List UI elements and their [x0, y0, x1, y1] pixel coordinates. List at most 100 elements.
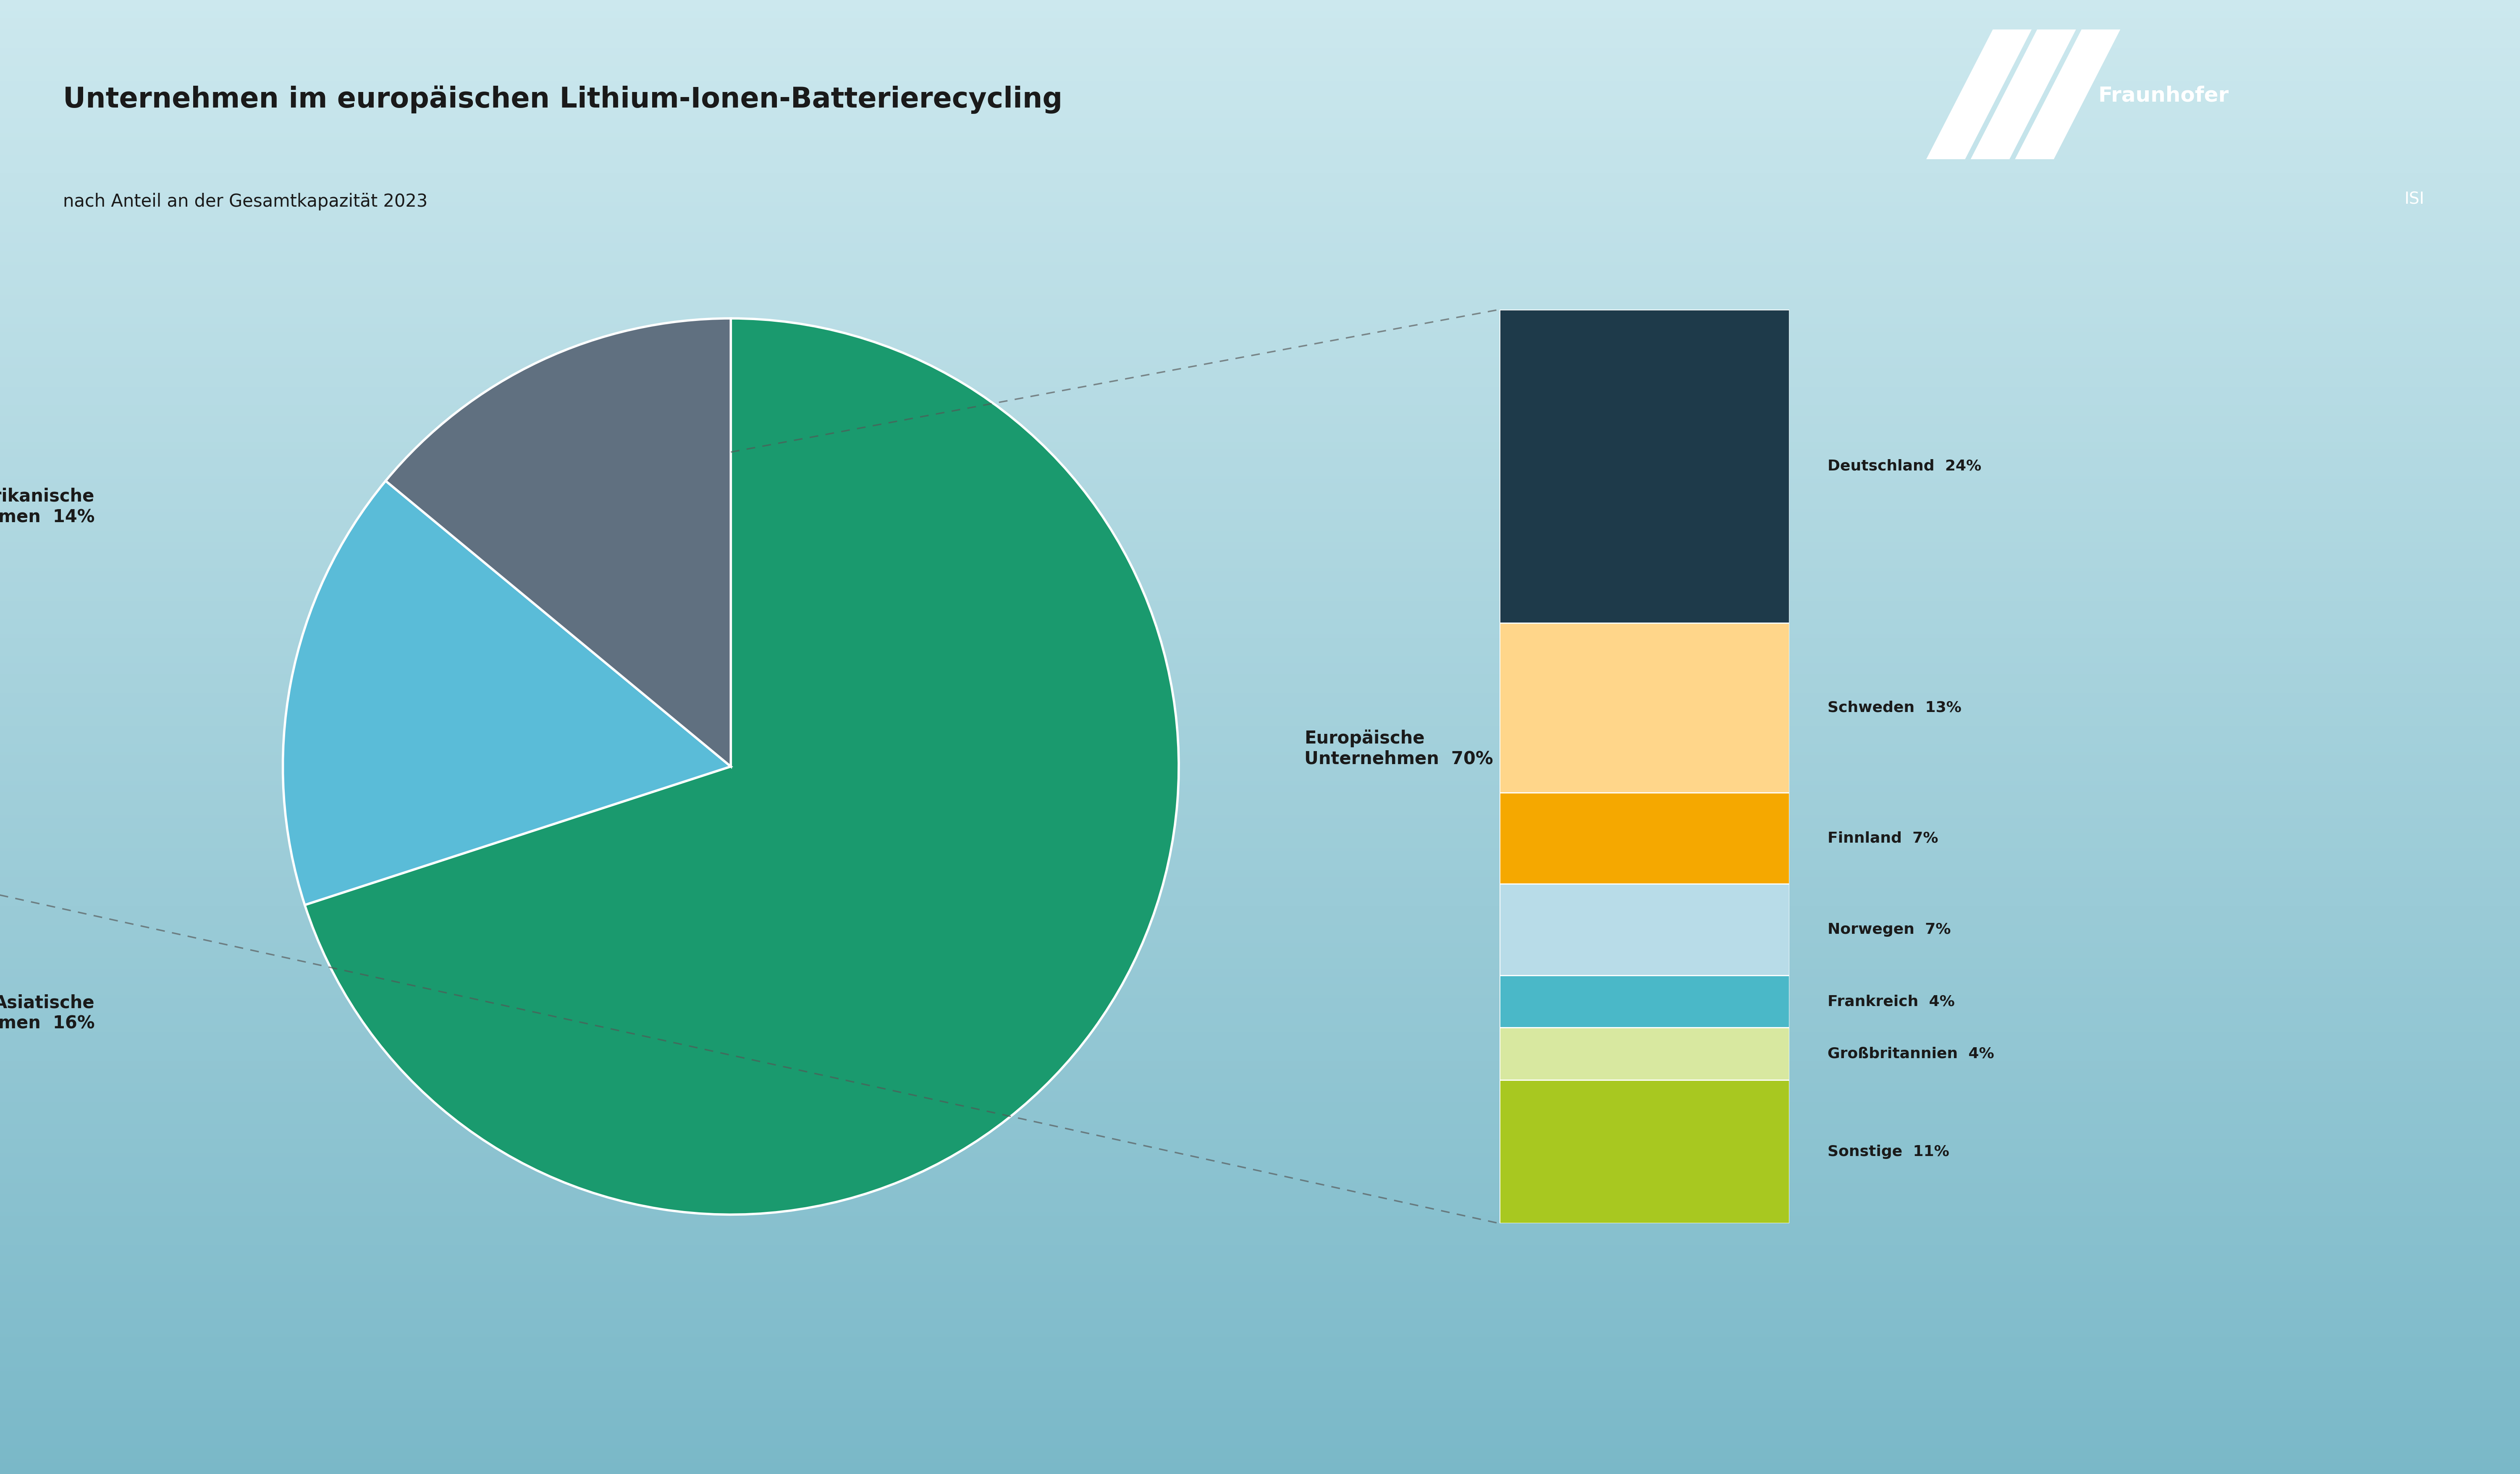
- Bar: [0, 1231, 2520, 1235]
- Bar: [0, 172, 2520, 177]
- Bar: [0, 430, 2520, 435]
- Bar: [0, 405, 2520, 410]
- Bar: [0, 747, 2520, 752]
- Bar: [0, 973, 2520, 977]
- Bar: [0, 273, 2520, 277]
- Bar: [0, 607, 2520, 612]
- Bar: [0, 211, 2520, 214]
- Bar: [0, 1238, 2520, 1241]
- Bar: [0, 388, 2520, 391]
- Bar: [1499, 624, 1789, 793]
- Bar: [0, 420, 2520, 425]
- Bar: [0, 262, 2520, 265]
- Bar: [0, 656, 2520, 660]
- Bar: [0, 106, 2520, 111]
- Bar: [0, 454, 2520, 457]
- Bar: [0, 243, 2520, 246]
- Bar: [0, 1285, 2520, 1290]
- Bar: [0, 995, 2520, 999]
- Bar: [0, 1304, 2520, 1309]
- Text: Schweden  13%: Schweden 13%: [1827, 700, 1961, 715]
- Bar: [0, 0, 2520, 4]
- Bar: [0, 479, 2520, 483]
- Bar: [0, 71, 2520, 74]
- Bar: [0, 1344, 2520, 1349]
- Bar: [0, 808, 2520, 811]
- Bar: [0, 59, 2520, 63]
- Polygon shape: [2016, 29, 2119, 159]
- Bar: [0, 44, 2520, 47]
- Bar: [0, 442, 2520, 447]
- Bar: [0, 1415, 2520, 1418]
- Bar: [0, 548, 2520, 553]
- Bar: [0, 867, 2520, 870]
- Bar: [0, 936, 2520, 940]
- Bar: [0, 1020, 2520, 1024]
- Bar: [0, 896, 2520, 899]
- Bar: [0, 601, 2520, 604]
- Bar: [0, 255, 2520, 258]
- Bar: [0, 1378, 2520, 1383]
- Bar: [0, 354, 2520, 357]
- Bar: [0, 681, 2520, 685]
- Bar: [0, 1418, 2520, 1422]
- Bar: [0, 189, 2520, 192]
- Bar: [0, 302, 2520, 307]
- Bar: [0, 988, 2520, 991]
- Bar: [0, 91, 2520, 96]
- Bar: [0, 976, 2520, 980]
- Bar: [0, 283, 2520, 287]
- Bar: [0, 391, 2520, 395]
- Bar: [0, 1330, 2520, 1334]
- Bar: [0, 663, 2520, 666]
- Bar: [0, 113, 2520, 118]
- Bar: [0, 1058, 2520, 1061]
- Bar: [0, 1324, 2520, 1327]
- Bar: [0, 218, 2520, 221]
- Bar: [0, 155, 2520, 159]
- Bar: [0, 472, 2520, 475]
- Bar: [0, 246, 2520, 251]
- Bar: [0, 693, 2520, 696]
- Bar: [0, 764, 2520, 766]
- Bar: [0, 1471, 2520, 1474]
- Bar: [0, 1079, 2520, 1083]
- Bar: [0, 730, 2520, 734]
- Bar: [0, 961, 2520, 965]
- Bar: [0, 1098, 2520, 1103]
- Bar: [0, 88, 2520, 91]
- Bar: [0, 1187, 2520, 1191]
- Bar: [0, 137, 2520, 140]
- Bar: [0, 509, 2520, 513]
- Bar: [0, 907, 2520, 911]
- Bar: [0, 1383, 2520, 1386]
- Bar: [0, 103, 2520, 108]
- Bar: [0, 752, 2520, 755]
- Bar: [0, 1334, 2520, 1338]
- Bar: [0, 840, 2520, 843]
- Bar: [0, 1422, 2520, 1427]
- Bar: [0, 364, 2520, 368]
- Bar: [0, 535, 2520, 538]
- Bar: [0, 560, 2520, 565]
- Bar: [0, 251, 2520, 255]
- Bar: [0, 980, 2520, 985]
- Bar: [0, 626, 2520, 631]
- Bar: [0, 843, 2520, 848]
- Bar: [0, 1182, 2520, 1187]
- Bar: [0, 1437, 2520, 1442]
- Bar: [0, 158, 2520, 162]
- Bar: [0, 1371, 2520, 1374]
- Bar: [0, 970, 2520, 973]
- Bar: [0, 457, 2520, 460]
- Bar: [0, 1191, 2520, 1194]
- Bar: [0, 1010, 2520, 1014]
- Bar: [0, 1032, 2520, 1035]
- Bar: [0, 100, 2520, 103]
- Bar: [0, 641, 2520, 646]
- Bar: [0, 1356, 2520, 1359]
- Bar: [0, 811, 2520, 814]
- Bar: [0, 1179, 2520, 1182]
- Bar: [0, 47, 2520, 52]
- Bar: [0, 1206, 2520, 1209]
